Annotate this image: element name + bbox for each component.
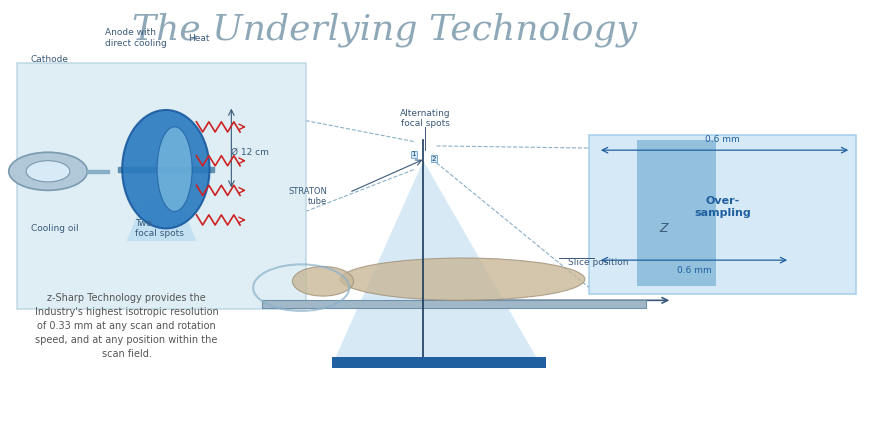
Text: 32-slice detector, 64-slice DAS: 32-slice detector, 64-slice DAS [360,386,540,396]
Circle shape [26,161,70,182]
Text: 0.6 mm: 0.6 mm [677,266,711,275]
Text: Over-
sampling: Over- sampling [694,196,752,218]
Text: Alternating
focal spots: Alternating focal spots [400,109,450,128]
Text: Cathode: Cathode [31,55,69,64]
Text: Ø 12 cm: Ø 12 cm [231,148,269,157]
Text: Anode with
direct cooling: Anode with direct cooling [105,28,167,48]
FancyArrow shape [118,167,214,172]
Text: Z: Z [659,222,668,235]
Text: The Underlying Technology: The Underlying Technology [132,12,636,47]
Bar [262,300,646,308]
Circle shape [9,152,87,190]
FancyBboxPatch shape [17,63,306,309]
Ellipse shape [157,127,192,212]
Text: Cooling oil: Cooling oil [31,224,79,233]
Bar [332,357,546,368]
Text: Two
focal spots: Two focal spots [135,219,184,238]
FancyArrow shape [87,170,109,173]
Text: z-Sharp Technology provides the
Industry's highest isotropic resolution
of 0.33 : z-Sharp Technology provides the Industry… [35,293,218,359]
Ellipse shape [340,258,585,300]
Text: 2: 2 [431,156,436,162]
Text: 0.6 mm: 0.6 mm [705,135,740,144]
Polygon shape [332,161,541,366]
Text: Slice position: Slice position [567,258,629,267]
Text: 1: 1 [411,151,416,157]
Text: STRATON
tube: STRATON tube [288,187,327,206]
Text: Heat: Heat [188,33,210,43]
Ellipse shape [122,110,210,228]
FancyBboxPatch shape [589,135,856,294]
Bar [637,140,716,286]
Polygon shape [127,199,196,241]
Circle shape [292,266,354,296]
